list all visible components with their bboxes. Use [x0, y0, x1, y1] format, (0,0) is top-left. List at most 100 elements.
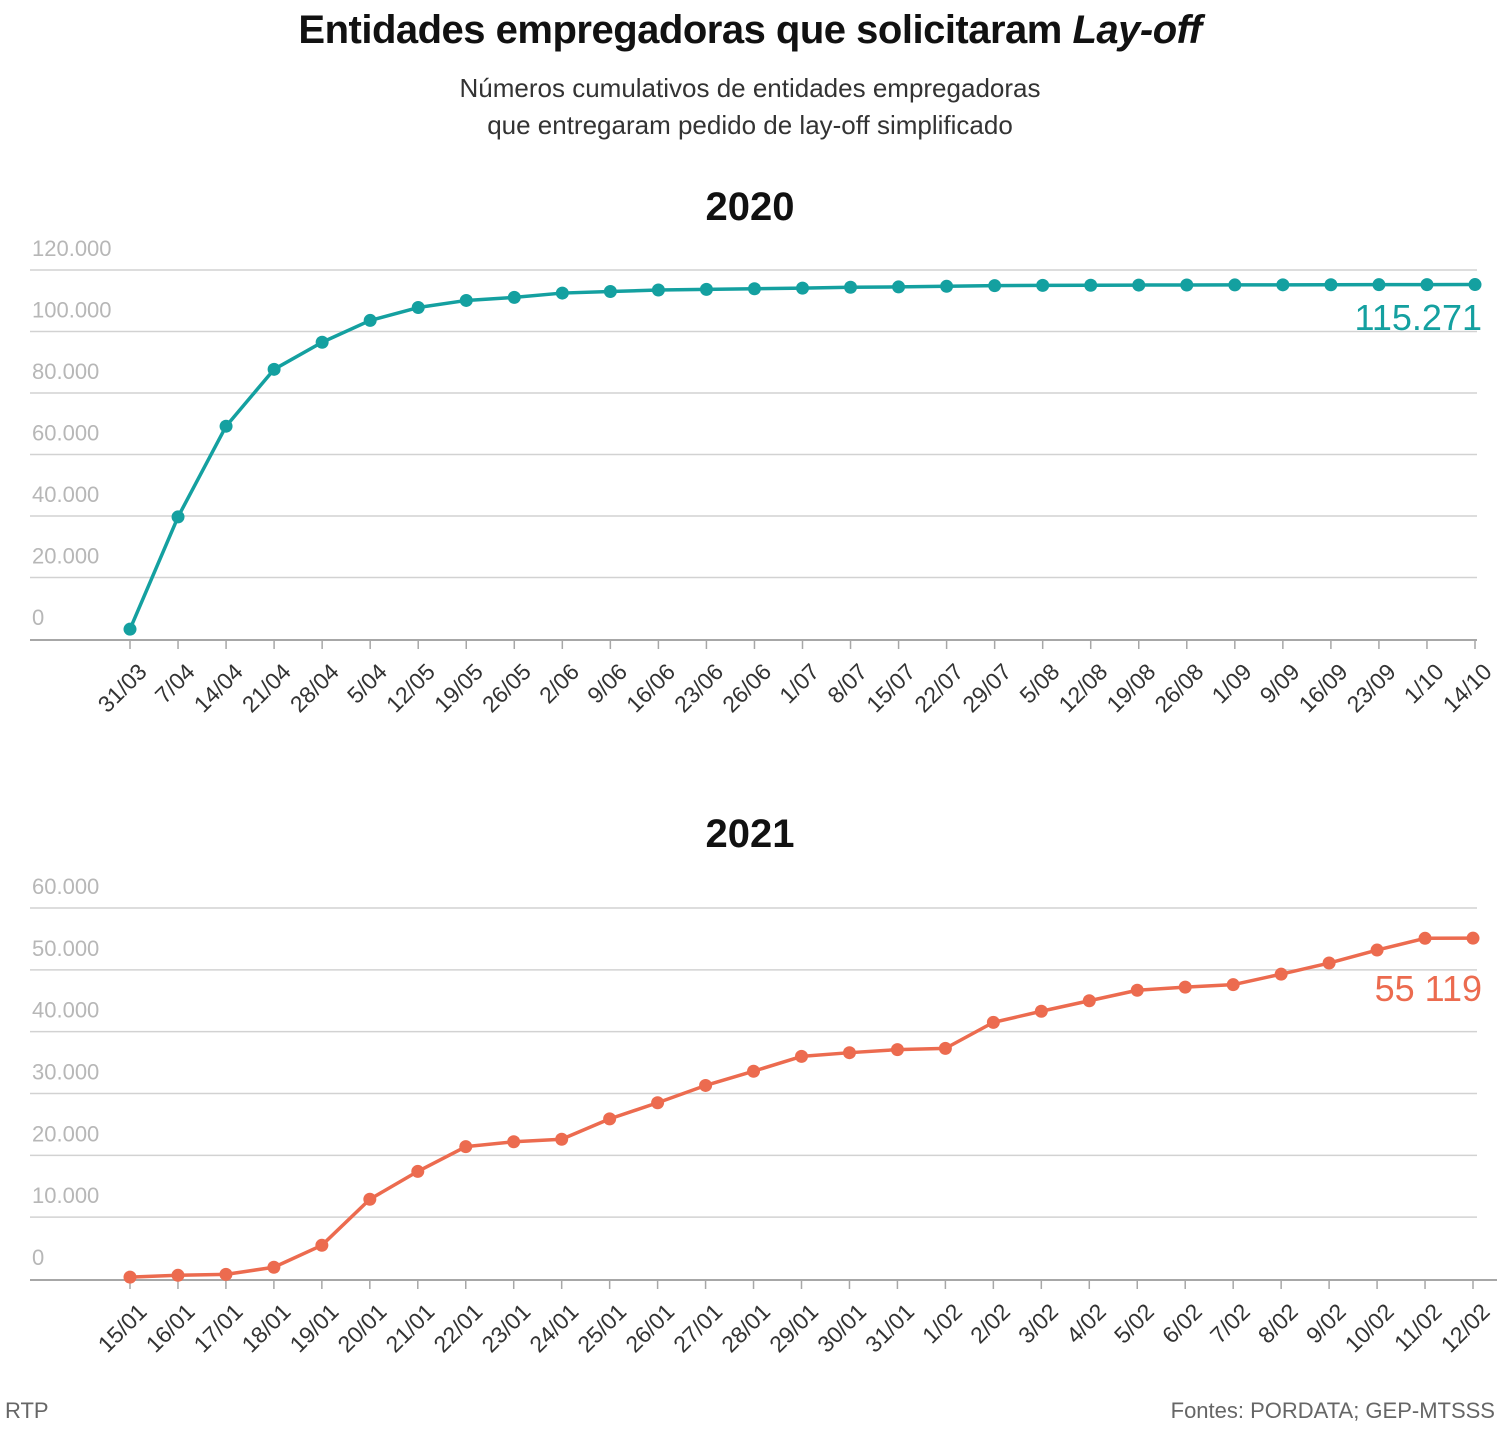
data-point[interactable] [267, 362, 281, 376]
y-tick-label: 120.000 [32, 236, 112, 261]
y-tick-label: 40.000 [32, 998, 99, 1023]
data-point[interactable] [1322, 956, 1336, 970]
data-point[interactable] [1036, 278, 1050, 292]
end-value-label: 55 119 [1375, 968, 1482, 1009]
data-point[interactable] [986, 1015, 1000, 1029]
x-tick-label: 2/02 [965, 1298, 1015, 1348]
data-point[interactable] [411, 1164, 425, 1178]
data-point[interactable] [1274, 967, 1288, 981]
data-point[interactable] [1180, 278, 1194, 292]
data-point[interactable] [1418, 931, 1432, 945]
data-point[interactable] [315, 335, 329, 349]
data-point[interactable] [411, 301, 425, 315]
x-tick-label: 22/01 [428, 1298, 487, 1357]
data-point[interactable] [1132, 278, 1146, 292]
data-point[interactable] [507, 290, 521, 304]
x-tick-label: 20/01 [332, 1298, 391, 1357]
x-tick-label: 30/01 [812, 1298, 871, 1357]
data-point[interactable] [171, 1268, 185, 1282]
data-point[interactable] [988, 279, 1002, 293]
x-tick-label: 4/02 [1061, 1298, 1111, 1348]
data-point[interactable] [1084, 278, 1098, 292]
title-italic-text: Lay-off [1072, 8, 1202, 52]
source-label: Fontes: PORDATA; GEP-MTSSS [1170, 1398, 1495, 1423]
credit-label: RTP [5, 1398, 49, 1423]
data-point[interactable] [1276, 278, 1290, 292]
data-point[interactable] [699, 282, 713, 296]
data-point[interactable] [363, 313, 377, 327]
data-point[interactable] [940, 279, 954, 293]
data-point[interactable] [123, 1270, 137, 1284]
data-point[interactable] [890, 1043, 904, 1057]
data-point[interactable] [1370, 943, 1384, 957]
data-point[interactable] [699, 1078, 713, 1092]
data-point[interactable] [1420, 278, 1434, 292]
data-point[interactable] [1034, 1004, 1048, 1018]
data-point[interactable] [747, 1064, 761, 1078]
y-tick-label: 60.000 [32, 874, 99, 899]
y-tick-label: 50.000 [32, 936, 99, 961]
data-point[interactable] [219, 419, 233, 433]
series-line [129, 936, 1474, 1279]
data-point[interactable] [892, 280, 906, 294]
data-point[interactable] [1468, 278, 1482, 292]
data-point[interactable] [507, 1135, 521, 1149]
subtitle-line-2: que entregaram pedido de lay-off simplif… [487, 110, 1013, 140]
data-point[interactable] [315, 1238, 329, 1252]
x-tick-label: 29/01 [764, 1298, 823, 1357]
x-tick-label: 10/02 [1340, 1298, 1399, 1357]
x-tick-label: 27/01 [668, 1298, 727, 1357]
x-tick-label: 26/01 [620, 1298, 679, 1357]
x-tick-label: 11/02 [1389, 1298, 1447, 1356]
data-point[interactable] [459, 293, 473, 307]
panel-title-2021: 2021 [705, 812, 795, 856]
data-point[interactable] [363, 1192, 377, 1206]
data-point[interactable] [1228, 278, 1242, 292]
data-point[interactable] [795, 1049, 808, 1063]
data-point[interactable] [1226, 978, 1240, 992]
x-tick-label: 23/01 [476, 1298, 535, 1357]
x-tick-label: 7/02 [1205, 1298, 1255, 1348]
data-point[interactable] [1372, 278, 1386, 292]
data-point[interactable] [459, 1140, 473, 1154]
x-tick-label: 8/02 [1253, 1298, 1303, 1348]
line-chart-2021: 0 10.000 20.000 30.000 40.000 50.000 60.000 15/… [30, 874, 1497, 1357]
data-point[interactable] [1082, 994, 1096, 1008]
panel-title-2020: 2020 [705, 185, 795, 229]
data-point[interactable] [842, 1046, 856, 1060]
x-tick-label: 12/02 [1436, 1298, 1495, 1357]
x-tick-label: 3/02 [1013, 1298, 1063, 1348]
data-point[interactable] [796, 281, 809, 295]
x-tick-label: 5/02 [1109, 1298, 1159, 1348]
y-tick-label: 100.000 [32, 298, 112, 323]
data-point[interactable] [1324, 278, 1338, 292]
x-tick-label: 24/01 [524, 1298, 583, 1357]
data-point[interactable] [123, 622, 137, 636]
end-value-label: 115.271 [1355, 297, 1482, 338]
data-point[interactable] [555, 1132, 569, 1146]
data-point[interactable] [1130, 983, 1144, 997]
x-tick-label: 28/01 [716, 1298, 775, 1357]
data-point[interactable] [555, 286, 569, 300]
y-tick-label: 30.000 [32, 1060, 99, 1085]
data-point[interactable] [651, 283, 665, 297]
data-point[interactable] [747, 282, 761, 296]
title-text: Entidades empregadoras que solicitaram [298, 8, 1073, 52]
subtitle-line-1: Números cumulativos de entidades emprega… [459, 73, 1041, 103]
x-tick-label: 18/01 [237, 1298, 296, 1357]
x-tick-label: 1/02 [917, 1298, 967, 1348]
data-point[interactable] [938, 1041, 952, 1055]
data-point[interactable] [267, 1260, 281, 1274]
y-tick-label: 20.000 [32, 544, 99, 569]
y-tick-label: 40.000 [32, 482, 99, 507]
data-point[interactable] [171, 510, 185, 524]
data-point[interactable] [1466, 931, 1480, 945]
x-tick-label: 17/01 [189, 1298, 248, 1357]
data-point[interactable] [1178, 980, 1192, 994]
y-tick-label: 60.000 [32, 421, 99, 446]
data-point[interactable] [603, 285, 617, 299]
data-point[interactable] [219, 1267, 233, 1281]
data-point[interactable] [844, 280, 858, 294]
data-point[interactable] [603, 1112, 617, 1126]
data-point[interactable] [651, 1096, 665, 1110]
